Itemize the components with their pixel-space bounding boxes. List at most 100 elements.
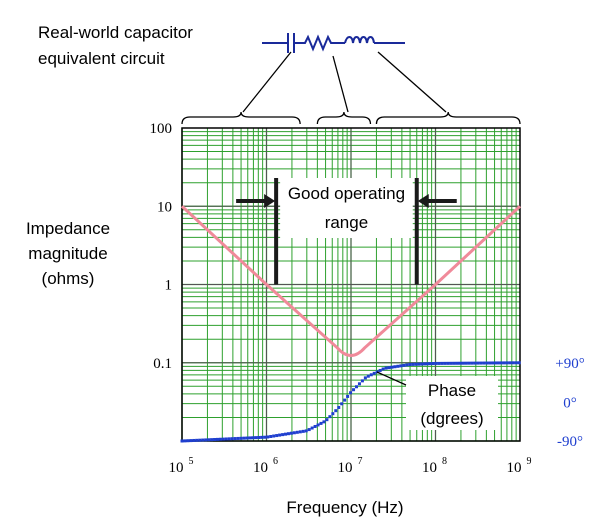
phase-point bbox=[242, 436, 246, 440]
phase-point bbox=[221, 437, 225, 441]
x-tick-label: 10 bbox=[422, 460, 437, 476]
phase-point bbox=[340, 402, 344, 406]
phase-point bbox=[511, 361, 515, 365]
phase-point bbox=[295, 430, 299, 434]
phase-point bbox=[470, 361, 474, 365]
plot-frame bbox=[181, 127, 521, 442]
phase-point bbox=[408, 363, 412, 367]
phase-point bbox=[449, 361, 453, 365]
phase-point bbox=[269, 434, 273, 438]
y-tick-label: 1 bbox=[165, 278, 173, 294]
phase-label-line2: (dgrees) bbox=[420, 409, 483, 428]
phase-point bbox=[440, 361, 444, 365]
circuit-brace bbox=[181, 111, 301, 125]
phase-point bbox=[245, 436, 249, 440]
phase-point bbox=[493, 361, 497, 365]
phase-point bbox=[248, 436, 252, 440]
phase-point bbox=[322, 420, 326, 424]
right-axis-ticks: +90° 0° -90° bbox=[555, 356, 584, 450]
x-tick-label: 10 bbox=[253, 460, 268, 476]
operating-range-left-arrow bbox=[236, 194, 276, 208]
resistor-symbol bbox=[294, 34, 345, 52]
phase-point bbox=[443, 361, 447, 365]
phase-label-box bbox=[406, 376, 498, 430]
operating-range-text-line2: range bbox=[325, 213, 368, 232]
phase-point bbox=[434, 361, 438, 365]
impedance-curve bbox=[180, 205, 522, 357]
phase-point bbox=[499, 361, 503, 365]
phase-point bbox=[325, 418, 329, 422]
phase-point bbox=[189, 439, 193, 443]
circuit-symbol bbox=[262, 33, 405, 53]
phase-point bbox=[384, 366, 388, 370]
phase-point bbox=[467, 361, 471, 365]
phase-point bbox=[505, 361, 509, 365]
phase-point bbox=[425, 362, 429, 366]
phase-point bbox=[452, 361, 456, 365]
phase-point bbox=[230, 437, 234, 441]
phase-point bbox=[482, 361, 486, 365]
phase-point bbox=[204, 438, 208, 442]
phase-point bbox=[369, 373, 373, 377]
phase-point bbox=[292, 431, 296, 435]
phase-point bbox=[263, 435, 267, 439]
phase-point bbox=[485, 361, 489, 365]
x-tick-label: 10 bbox=[169, 460, 184, 476]
circuit-caption-line1: Real-world capacitor bbox=[38, 23, 193, 42]
inductor-symbol bbox=[344, 36, 375, 44]
phase-point bbox=[420, 362, 424, 366]
phase-point bbox=[378, 368, 382, 372]
phase-point bbox=[328, 415, 332, 419]
right-axis-label: 0° bbox=[563, 396, 577, 412]
phase-point bbox=[298, 430, 302, 434]
phase-point bbox=[210, 438, 214, 442]
phase-point bbox=[343, 398, 347, 402]
phase-point bbox=[319, 421, 323, 425]
phase-point bbox=[514, 361, 518, 365]
phase-point bbox=[183, 439, 187, 443]
phase-point bbox=[479, 361, 483, 365]
y-axis-label-line1: Impedance bbox=[26, 219, 110, 238]
x-tick-exponent: 9 bbox=[527, 456, 532, 467]
right-axis-label: +90° bbox=[555, 356, 584, 372]
x-axis-label: Frequency (Hz) bbox=[286, 498, 403, 517]
phase-point bbox=[260, 435, 264, 439]
phase-point bbox=[284, 432, 288, 436]
phase-point bbox=[310, 426, 314, 430]
phase-point bbox=[195, 438, 199, 442]
phase-point bbox=[390, 365, 394, 369]
phase-point bbox=[357, 382, 361, 386]
pointer-resistor bbox=[332, 55, 349, 113]
phase-point bbox=[508, 361, 512, 365]
phase-point bbox=[346, 394, 350, 398]
phase-point bbox=[488, 361, 492, 365]
phase-point bbox=[496, 361, 500, 365]
phase-point bbox=[215, 437, 219, 441]
circuit-pointers bbox=[242, 51, 447, 113]
phase-point bbox=[381, 367, 385, 371]
phase-point bbox=[251, 436, 255, 440]
phase-point bbox=[417, 362, 421, 366]
phase-point bbox=[411, 362, 415, 366]
y-tick-label: 0.1 bbox=[153, 356, 172, 372]
circuit-brace bbox=[375, 111, 521, 125]
phase-point bbox=[399, 364, 403, 368]
phase-point bbox=[372, 371, 376, 375]
phase-point bbox=[414, 362, 418, 366]
phase-point bbox=[455, 361, 459, 365]
phase-point bbox=[316, 423, 320, 427]
phase-point bbox=[218, 437, 222, 441]
phase-point bbox=[257, 435, 261, 439]
pointer-inductor bbox=[377, 51, 447, 113]
phase-point bbox=[360, 379, 364, 383]
x-tick-exponent: 8 bbox=[442, 456, 447, 467]
phase-point bbox=[198, 438, 202, 442]
phase-point bbox=[431, 362, 435, 366]
phase-point bbox=[517, 361, 521, 365]
phase-point bbox=[227, 437, 231, 441]
phase-point bbox=[473, 361, 477, 365]
phase-point bbox=[476, 361, 480, 365]
y-axis-label-line2: magnitude bbox=[28, 244, 107, 263]
phase-point bbox=[349, 391, 353, 395]
